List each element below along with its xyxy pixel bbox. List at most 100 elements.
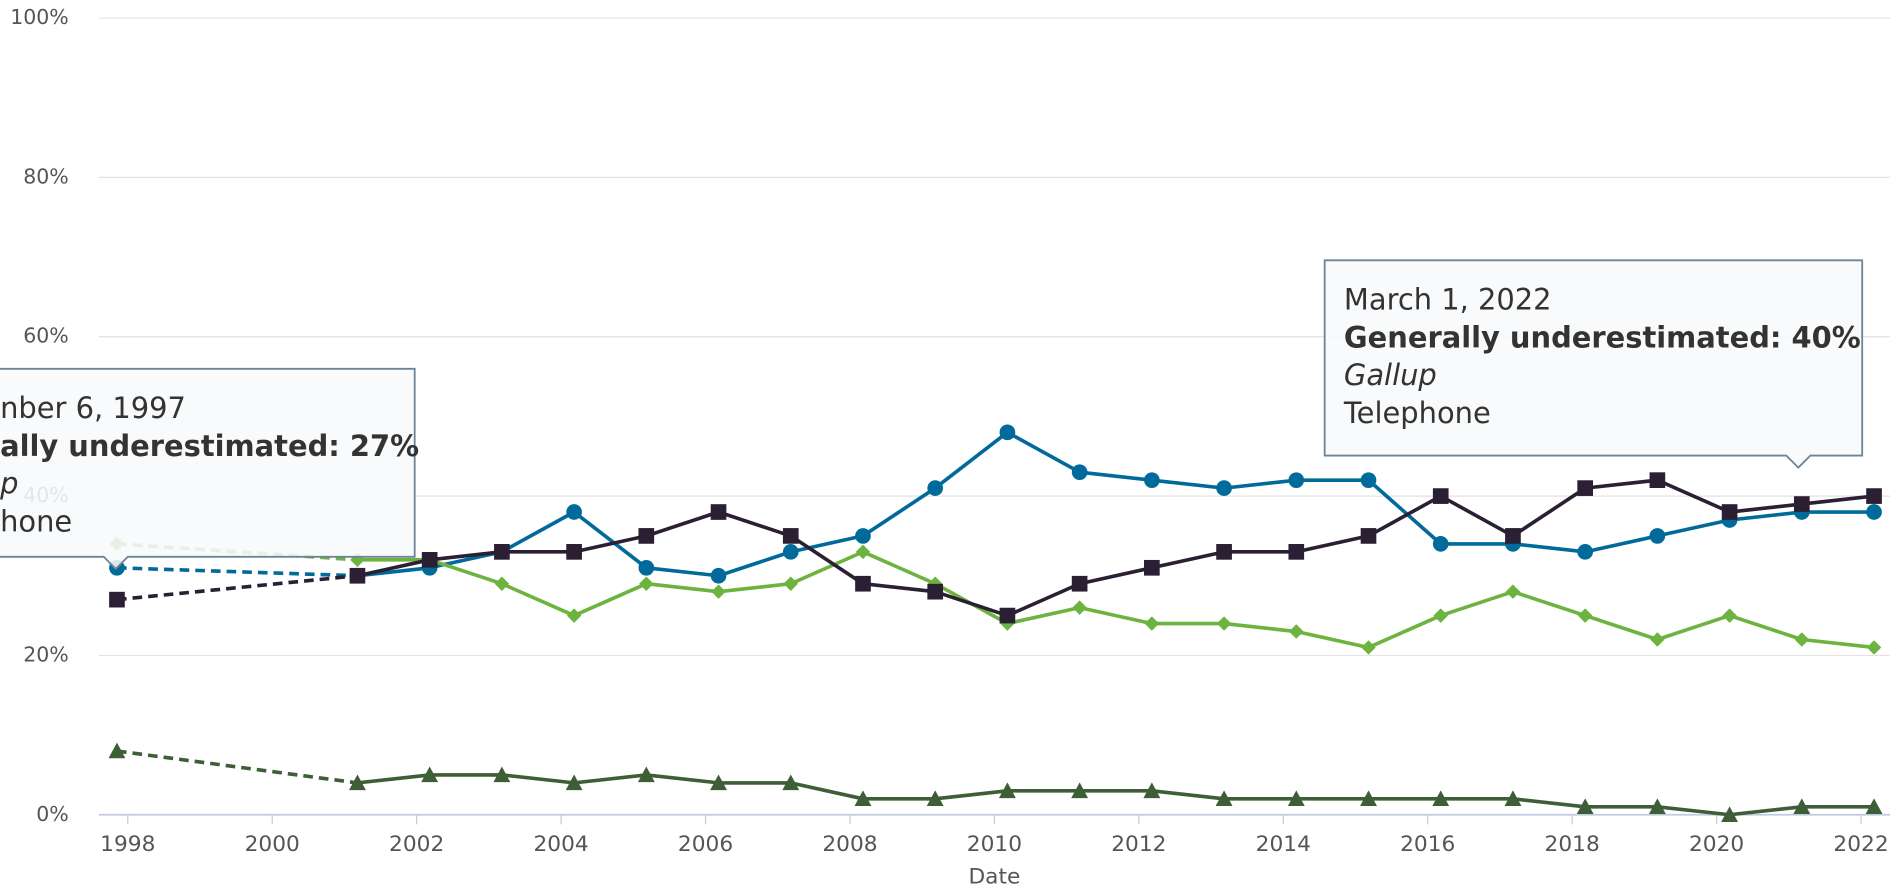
marker <box>926 790 944 807</box>
marker <box>927 583 944 600</box>
marker <box>421 766 439 783</box>
marker <box>1504 790 1522 807</box>
marker <box>1215 790 1233 807</box>
marker <box>421 551 438 568</box>
line-dashed <box>116 565 358 578</box>
marker <box>1866 488 1882 504</box>
marker <box>1360 472 1377 488</box>
tooltip-line: hone <box>0 505 72 539</box>
marker <box>1288 472 1305 488</box>
marker <box>1865 798 1883 815</box>
marker <box>1071 464 1088 481</box>
line <box>357 478 1875 618</box>
marker <box>1144 616 1160 631</box>
marker <box>710 504 727 520</box>
marker <box>1287 790 1305 807</box>
marker <box>855 528 871 544</box>
marker <box>638 559 655 576</box>
x-tick-label: 2010 <box>967 832 1022 857</box>
marker <box>1505 584 1521 599</box>
marker <box>711 584 726 599</box>
marker <box>108 742 126 759</box>
tooltip-line: Generally underestimated: 40% <box>1344 320 1861 354</box>
marker <box>1071 575 1088 592</box>
marker <box>1576 798 1594 815</box>
tooltip: March 1, 2022 Generally underestimated: 4… <box>1323 259 1864 469</box>
tooltip-box <box>1323 259 1864 469</box>
marker <box>1649 528 1666 544</box>
y-tick-label: 0% <box>36 802 68 826</box>
y-tick-label: 80% <box>23 164 69 188</box>
marker <box>783 576 798 591</box>
line <box>357 773 1875 817</box>
tooltip-line: nber 6, 1997 <box>0 391 186 425</box>
marker <box>1360 790 1377 807</box>
marker <box>1721 806 1739 822</box>
marker <box>1361 640 1376 655</box>
marker <box>639 576 654 591</box>
marker <box>1144 559 1160 576</box>
tooltip-box <box>0 367 416 571</box>
marker <box>855 544 871 560</box>
line <box>357 430 1875 578</box>
marker <box>710 567 727 584</box>
marker <box>1793 496 1810 512</box>
x-tick-label: 2004 <box>534 832 589 857</box>
marker <box>1143 782 1161 799</box>
marker <box>494 576 510 591</box>
marker <box>1866 640 1882 655</box>
marker <box>637 766 655 783</box>
marker <box>1794 632 1810 647</box>
y-tick-label: 60% <box>23 324 69 348</box>
marker <box>710 774 727 791</box>
marker <box>1649 472 1666 488</box>
marker <box>1288 544 1305 560</box>
marker <box>1072 600 1087 615</box>
x-tick-label: 2020 <box>1689 832 1744 857</box>
marker <box>782 774 800 791</box>
x-tick-label: 2016 <box>1400 832 1455 857</box>
marker <box>1216 616 1232 631</box>
marker <box>1866 504 1882 520</box>
tooltip-line: Telephone <box>1343 396 1491 430</box>
marker <box>493 766 511 783</box>
y-tick-label: 20% <box>23 642 69 666</box>
marker <box>1722 608 1737 623</box>
tooltip-line: March 1, 2022 <box>1344 282 1552 316</box>
marker <box>999 607 1016 624</box>
marker <box>1289 624 1304 639</box>
marker <box>1793 798 1811 815</box>
x-tick-label: 2008 <box>822 832 877 857</box>
marker <box>1577 608 1593 623</box>
marker <box>1432 536 1449 552</box>
marker <box>1650 632 1665 647</box>
marker <box>1505 528 1521 544</box>
marker <box>638 528 655 544</box>
marker <box>349 567 366 584</box>
x-tick-label: 1998 <box>100 832 155 857</box>
marker <box>999 424 1016 441</box>
x-axis-label: Date <box>968 864 1020 889</box>
marker <box>1216 544 1232 560</box>
marker <box>1432 488 1449 504</box>
y-tick-label: 100% <box>10 5 69 29</box>
x-tick-label: 2006 <box>678 832 733 857</box>
marker <box>1648 798 1666 815</box>
line-dashed <box>116 573 358 602</box>
tooltip-line: ally underestimated: 27% <box>0 429 419 463</box>
marker <box>1071 782 1089 799</box>
marker <box>1721 504 1738 520</box>
x-tick-label: 2012 <box>1111 832 1166 857</box>
marker <box>1433 608 1448 623</box>
marker <box>494 544 510 560</box>
x-tick-label: 2002 <box>389 832 444 857</box>
marker <box>927 480 944 496</box>
marker <box>565 774 583 791</box>
marker <box>1432 790 1450 807</box>
marker <box>1216 480 1232 496</box>
marker <box>782 528 799 544</box>
marker <box>1144 472 1160 488</box>
marker <box>566 504 582 520</box>
marker <box>109 591 125 608</box>
